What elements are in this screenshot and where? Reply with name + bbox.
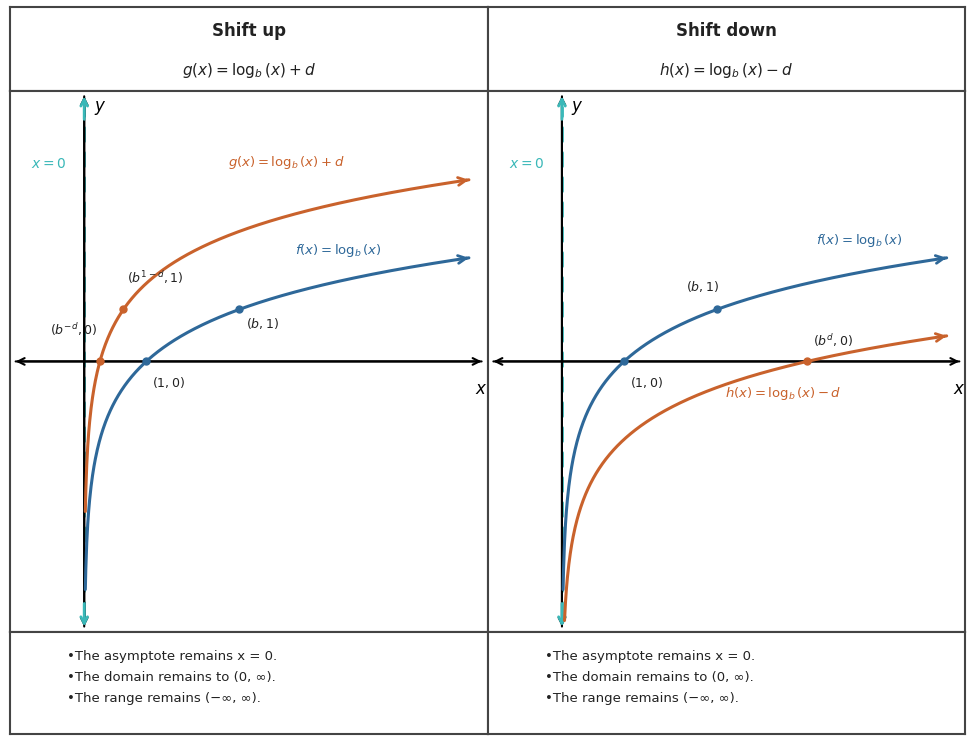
Text: $x$: $x$ — [475, 379, 488, 398]
Text: Shift down: Shift down — [676, 21, 777, 40]
Text: $(b^d, 0)$: $(b^d, 0)$ — [813, 332, 853, 349]
Text: $(1, 0)$: $(1, 0)$ — [630, 376, 663, 391]
Text: Shift up: Shift up — [212, 21, 286, 40]
Text: $x = 0$: $x = 0$ — [509, 157, 545, 170]
Text: $(b^{-d}, 0)$: $(b^{-d}, 0)$ — [50, 322, 97, 339]
Text: $(b, 1)$: $(b, 1)$ — [686, 279, 719, 294]
Text: $(b^{1-d}, 1)$: $(b^{1-d}, 1)$ — [127, 270, 182, 286]
Text: $h(x) = \log_b(x) - d$: $h(x) = \log_b(x) - d$ — [659, 61, 794, 79]
Text: •The asymptote remains x = 0.
•The domain remains to (0, ∞).
•The range remains : •The asymptote remains x = 0. •The domai… — [67, 650, 277, 705]
Text: $g(x) = \log_b(x) + d$: $g(x) = \log_b(x) + d$ — [181, 61, 316, 79]
Text: •The asymptote remains x = 0.
•The domain remains to (0, ∞).
•The range remains : •The asymptote remains x = 0. •The domai… — [545, 650, 755, 705]
Text: $f(x) = \log_b(x)$: $f(x) = \log_b(x)$ — [295, 242, 382, 259]
Text: $x = 0$: $x = 0$ — [31, 157, 67, 170]
Text: $y$: $y$ — [94, 99, 106, 117]
Text: $f(x) = \log_b(x)$: $f(x) = \log_b(x)$ — [816, 232, 903, 249]
Text: $x$: $x$ — [953, 379, 965, 398]
Text: $y$: $y$ — [571, 99, 584, 117]
Text: $(b, 1)$: $(b, 1)$ — [246, 316, 279, 330]
Text: $h(x) = \log_b(x) - d$: $h(x) = \log_b(x) - d$ — [724, 385, 841, 402]
Text: $(1, 0)$: $(1, 0)$ — [152, 376, 185, 391]
Text: $g(x) = \log_b(x) + d$: $g(x) = \log_b(x) + d$ — [228, 153, 345, 170]
